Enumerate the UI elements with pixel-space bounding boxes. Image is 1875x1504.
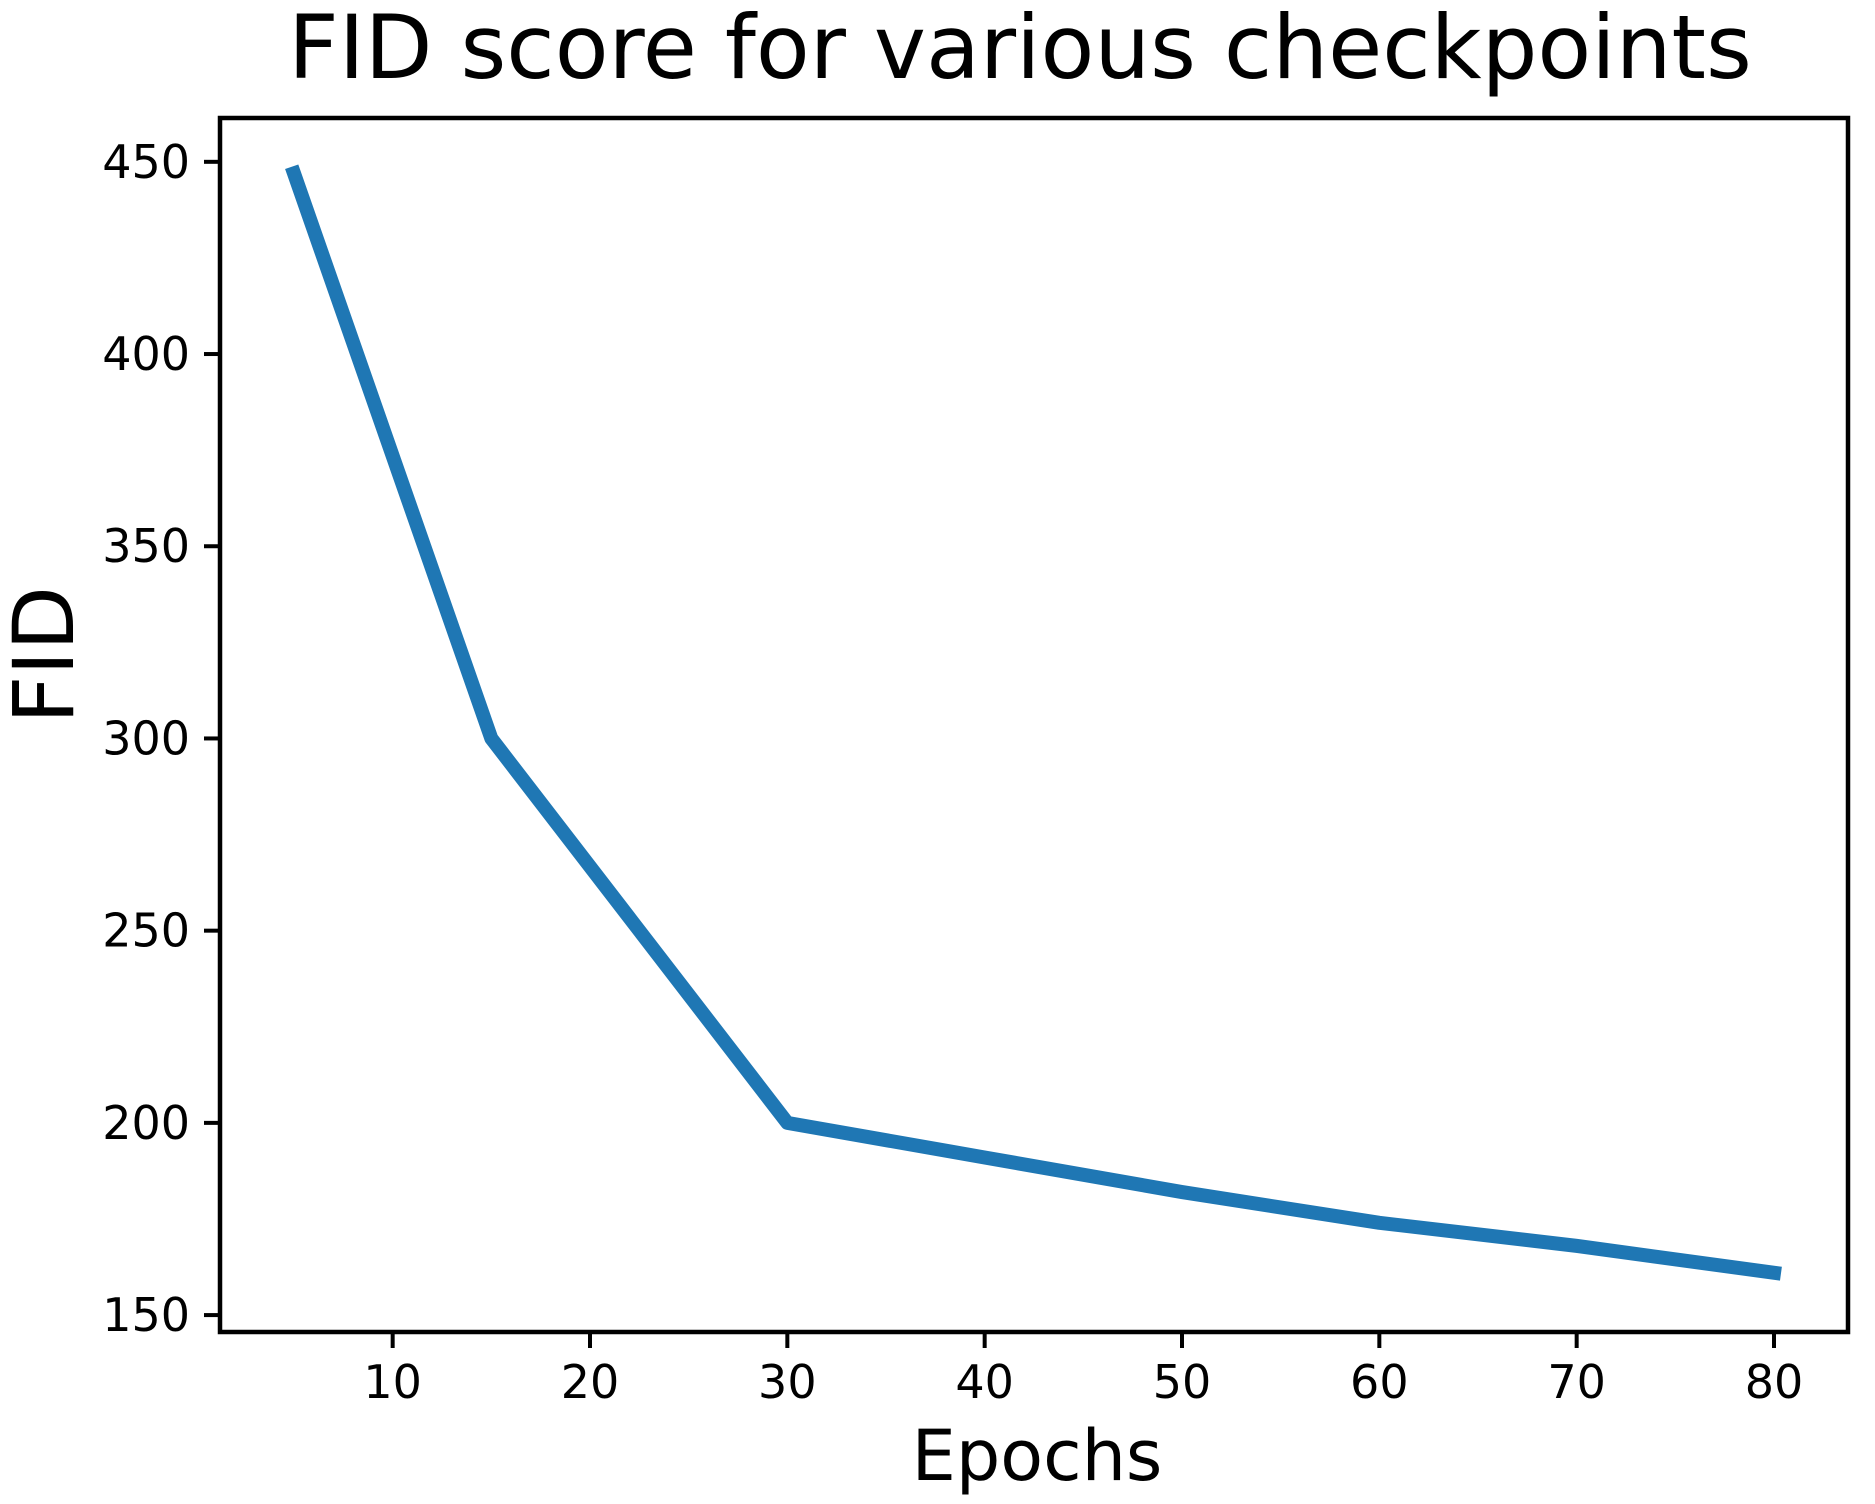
x-tick-label: 40: [955, 1355, 1014, 1409]
y-tick-label: 200: [102, 1096, 190, 1150]
y-tick-label: 400: [102, 327, 190, 381]
x-tick-label: 70: [1547, 1355, 1606, 1409]
fid-score-line: [285, 164, 1782, 1281]
chart-title: FID score for various checkpoints: [288, 0, 1752, 99]
y-tick-label: 350: [102, 519, 190, 573]
x-tick-label: 80: [1745, 1355, 1804, 1409]
x-axis-label: Epochs: [911, 1415, 1163, 1497]
y-tick-label: 450: [102, 135, 190, 189]
x-tick-label: 60: [1350, 1355, 1409, 1409]
x-tick-label: 20: [561, 1355, 620, 1409]
x-tick-label: 50: [1153, 1355, 1212, 1409]
y-tick-label: 250: [102, 904, 190, 958]
x-tick-label: 10: [363, 1355, 422, 1409]
y-tick-label: 300: [102, 711, 190, 765]
axes-frame: [217, 115, 1851, 1335]
x-tick-label: 30: [758, 1355, 817, 1409]
y-tick-label: 150: [102, 1288, 190, 1342]
